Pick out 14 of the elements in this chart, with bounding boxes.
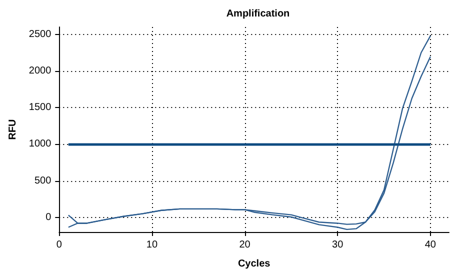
x-tick-label: 10 [146,240,158,250]
x-tick-label: 20 [239,240,251,250]
y-tick-label: 500 [34,175,52,186]
y-tick-label: 0 [46,212,52,223]
x-axis-title: Cycles [238,258,271,270]
chart-title: Amplification [226,8,290,20]
x-tick-label: 40 [424,240,436,250]
y-tick-label: 2000 [28,65,52,76]
y-tick-label: 1000 [28,138,52,150]
y-axis-title: RFU [8,119,18,140]
y-tick-label: 1500 [28,102,52,114]
x-tick-label: 0 [56,240,62,250]
y-tick-label: 2500 [28,28,52,40]
x-tick-label: 30 [332,240,344,250]
